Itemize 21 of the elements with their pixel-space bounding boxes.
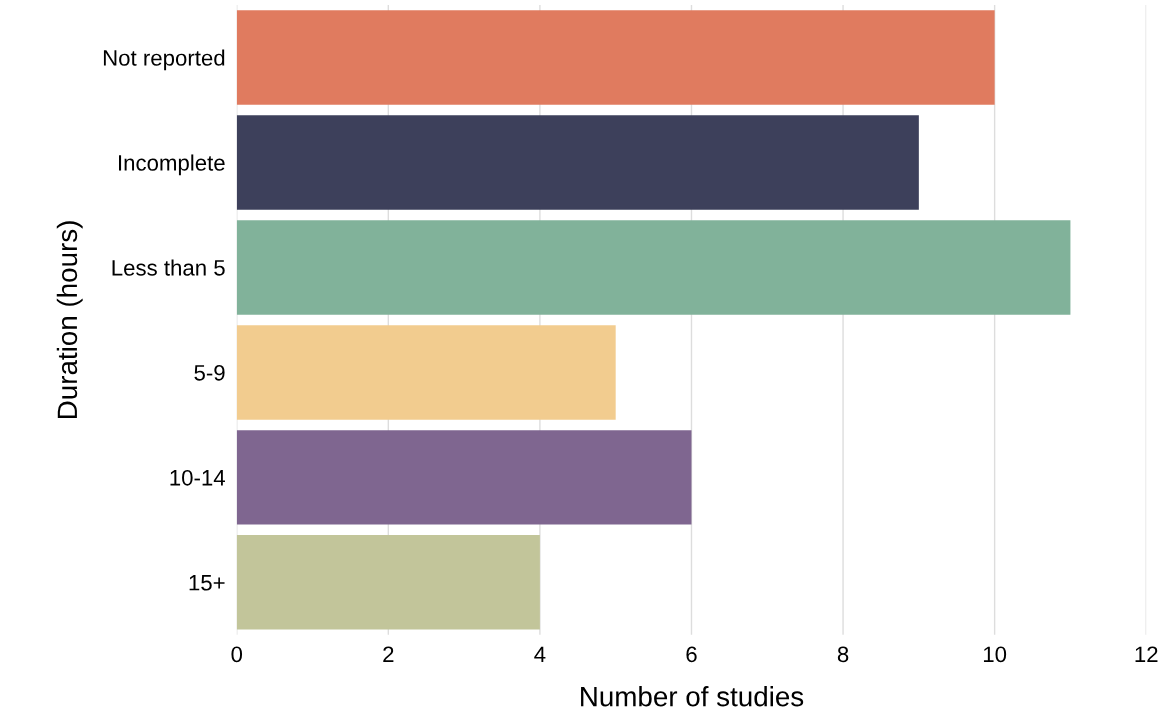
bar	[236, 325, 616, 420]
y-tick-label: 5-9	[194, 364, 225, 381]
y-axis-title: Duration (hours)	[56, 221, 83, 418]
x-tick-label: 10	[983, 646, 1007, 663]
bar	[236, 220, 1071, 315]
x-tick-label: 8	[837, 646, 849, 663]
y-tick-label: 10-14	[170, 469, 225, 486]
bar	[236, 10, 995, 105]
bar	[236, 115, 919, 210]
y-tick-label: Not reported	[103, 49, 225, 71]
x-axis-title: Number of studies	[581, 686, 804, 707]
y-tick-label: Less than 5	[112, 259, 225, 276]
x-tick-label: 2	[383, 646, 394, 663]
x-tick-label: 6	[686, 646, 697, 663]
x-tick-label: 12	[1135, 646, 1158, 663]
bar	[236, 535, 540, 630]
x-tick-label: 4	[534, 646, 546, 663]
x-tick-label: 0	[231, 646, 243, 663]
y-tick-label: 15+	[189, 575, 225, 591]
bar	[236, 430, 692, 525]
y-tick-label: Incomplete	[118, 154, 225, 176]
